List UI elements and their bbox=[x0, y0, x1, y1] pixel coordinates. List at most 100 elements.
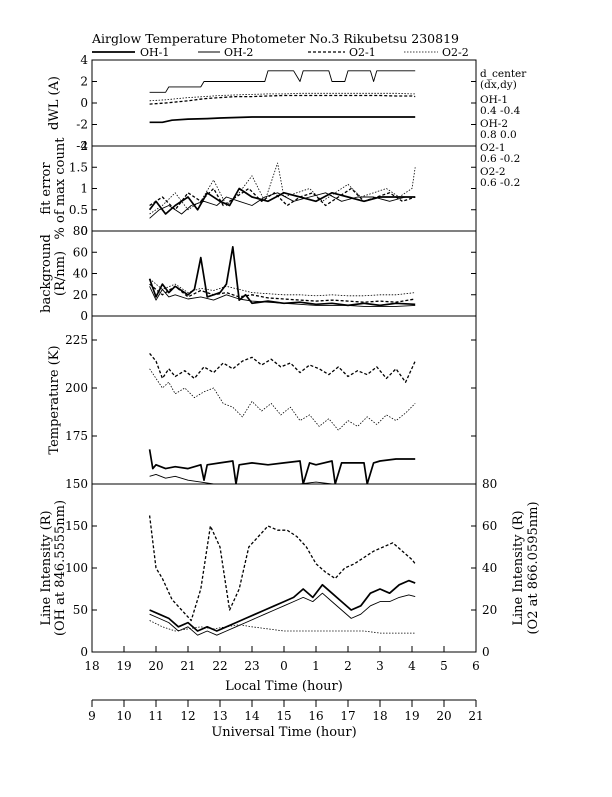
ylabel2-fit: % of max count bbox=[53, 137, 68, 240]
note-name-1: OH-2 bbox=[480, 118, 508, 130]
ytick-label-bg-1: 60 bbox=[73, 245, 88, 259]
series-dwl-o2-2 bbox=[149, 92, 416, 102]
ytick-label-temp-1: 200 bbox=[65, 381, 88, 395]
series-dwl-o2-1 bbox=[149, 94, 416, 105]
series-fit-oh-2 bbox=[149, 192, 416, 219]
xtick-utc-label-7: 16 bbox=[308, 709, 323, 723]
ytick-label-dwl-2: 0 bbox=[80, 96, 88, 110]
series-bg-o2-1 bbox=[149, 283, 416, 303]
series-dwl-oh-2 bbox=[149, 70, 416, 93]
note-name-0: OH-1 bbox=[480, 94, 508, 106]
ylabel-right2: (O2 at 866.0595nm) bbox=[526, 501, 541, 634]
series-intensity-o2-1 bbox=[148, 515, 416, 622]
dcenter-notes: d_center(dx,dy)OH-10.4 -0.4OH-20.8 0.0O2… bbox=[480, 68, 527, 189]
ytick-right-label-4: 0 bbox=[482, 645, 490, 659]
series-temp-oh-2 bbox=[149, 473, 416, 484]
panel-bg: 80 60 40 20 0 background (R/nm) bbox=[39, 224, 477, 323]
ytick-label-fit-2: 1 bbox=[80, 182, 88, 196]
ylabel-bg: background bbox=[39, 234, 54, 313]
panel-dwl: 4 2 0 -2 -4 dWL (A) bbox=[47, 53, 477, 153]
ytick-label-fit-3: 0.5 bbox=[69, 203, 88, 217]
xtick-local-label-9: 3 bbox=[376, 659, 384, 673]
note-value-0: 0.4 -0.4 bbox=[480, 105, 521, 117]
xtick-utc-label-3: 12 bbox=[180, 709, 195, 723]
xtick-utc-label-10: 19 bbox=[404, 709, 419, 723]
ylabel-dwl: dWL (A) bbox=[47, 76, 62, 130]
ylabel-fit: fit error bbox=[39, 162, 54, 215]
ytick-label-temp-2: 175 bbox=[65, 429, 88, 443]
xtick-local-label-12: 6 bbox=[472, 659, 480, 673]
xtick-utc-label-6: 15 bbox=[276, 709, 291, 723]
series-fit-o2-1 bbox=[149, 187, 416, 211]
xtick-local-label-2: 20 bbox=[148, 659, 163, 673]
panel-frame-temp bbox=[91, 315, 477, 485]
ytick-label-bg-0: 80 bbox=[73, 224, 88, 238]
ytick-label-bg-3: 20 bbox=[73, 288, 88, 302]
note-header: d_center bbox=[480, 68, 527, 80]
ytick-label-fit-1: 1.5 bbox=[69, 160, 88, 174]
series-bg-o2-2 bbox=[149, 278, 416, 297]
panel-temp: 225 200 175 150 Temperature (K) bbox=[47, 315, 477, 491]
ytick-right-label-1: 60 bbox=[482, 519, 497, 533]
xtick-utc-label-12: 21 bbox=[468, 709, 483, 723]
xtick-local-label-6: 0 bbox=[280, 659, 288, 673]
ytick-label-fit-4: 0 bbox=[80, 224, 88, 238]
ytick-label-bg-4: 0 bbox=[80, 309, 88, 323]
legend-label-o2-1: O2-1 bbox=[349, 46, 376, 59]
ytick-label-fit-0: 2 bbox=[80, 139, 88, 153]
series-dwl-oh-1 bbox=[149, 116, 416, 124]
xtick-utc-label-0: 9 bbox=[88, 709, 96, 723]
ylabel-right: Line Intensity (R) bbox=[511, 510, 526, 625]
ytick-right-label-3: 20 bbox=[482, 603, 497, 617]
xtick-utc-label-11: 20 bbox=[436, 709, 451, 723]
ytick-label-intensity-2: 50 bbox=[73, 603, 88, 617]
chart-title: Airglow Temperature Photometer No.3 Riku… bbox=[91, 31, 459, 46]
xtick-local-label-4: 22 bbox=[212, 659, 227, 673]
xtick-local-label-1: 19 bbox=[116, 659, 131, 673]
note-name-2: O2-1 bbox=[480, 142, 506, 154]
series-intensity-oh-2 bbox=[149, 592, 416, 636]
series-intensity-oh-1 bbox=[149, 579, 416, 632]
series-fit-oh-1 bbox=[148, 187, 416, 215]
xtick-utc-label-4: 13 bbox=[212, 709, 227, 723]
note-header2: (dx,dy) bbox=[480, 79, 517, 91]
xtick-utc-label-1: 10 bbox=[116, 709, 131, 723]
series-intensity-o2-2 bbox=[149, 620, 416, 634]
ytick-right-label-2: 40 bbox=[482, 561, 497, 575]
legend-label-o2-2: O2-2 bbox=[442, 46, 469, 59]
xtick-local-label-11: 5 bbox=[440, 659, 448, 673]
xtick-utc-label-2: 11 bbox=[148, 709, 163, 723]
xtick-local-label-10: 4 bbox=[408, 659, 416, 673]
ytick-label-bg-2: 40 bbox=[73, 267, 88, 281]
ytick-label-dwl-3: -2 bbox=[76, 118, 88, 132]
xtick-utc-label-9: 18 bbox=[372, 709, 387, 723]
xtick-local-label-8: 2 bbox=[344, 659, 352, 673]
ytick-label-intensity-1: 100 bbox=[65, 561, 88, 575]
ytick-label-intensity-0: 150 bbox=[65, 519, 88, 533]
note-value-2: 0.6 -0.2 bbox=[480, 153, 520, 165]
xtick-local-label-5: 23 bbox=[244, 659, 259, 673]
legend: OH-1 OH-2 O2-1 O2-2 bbox=[92, 46, 469, 59]
xtick-local-label-7: 1 bbox=[312, 659, 320, 673]
ytick-right-label-0: 80 bbox=[482, 477, 497, 491]
panel-frame-dwl bbox=[91, 59, 477, 147]
ylabel2-bg: (R/nm) bbox=[53, 251, 68, 296]
series-bg-oh-2 bbox=[149, 286, 416, 307]
xtick-local-label-0: 18 bbox=[84, 659, 99, 673]
xtick-local-label-3: 21 bbox=[180, 659, 195, 673]
ylabel-temp: Temperature (K) bbox=[47, 345, 62, 454]
panel-frame-intensity bbox=[91, 483, 477, 653]
xtick-utc-label-8: 17 bbox=[340, 709, 355, 723]
panel-fit: 2 1.5 1 0.5 0 fit error% of max count bbox=[39, 137, 477, 240]
note-value-3: 0.6 -0.2 bbox=[480, 177, 520, 189]
series-temp-o2-2 bbox=[149, 368, 416, 431]
note-value-1: 0.8 0.0 bbox=[480, 129, 517, 141]
note-name-3: O2-2 bbox=[480, 166, 506, 178]
ytick-label-dwl-4: -4 bbox=[76, 139, 88, 153]
ylabel-intensity: Line Intensity (R) bbox=[39, 510, 54, 625]
